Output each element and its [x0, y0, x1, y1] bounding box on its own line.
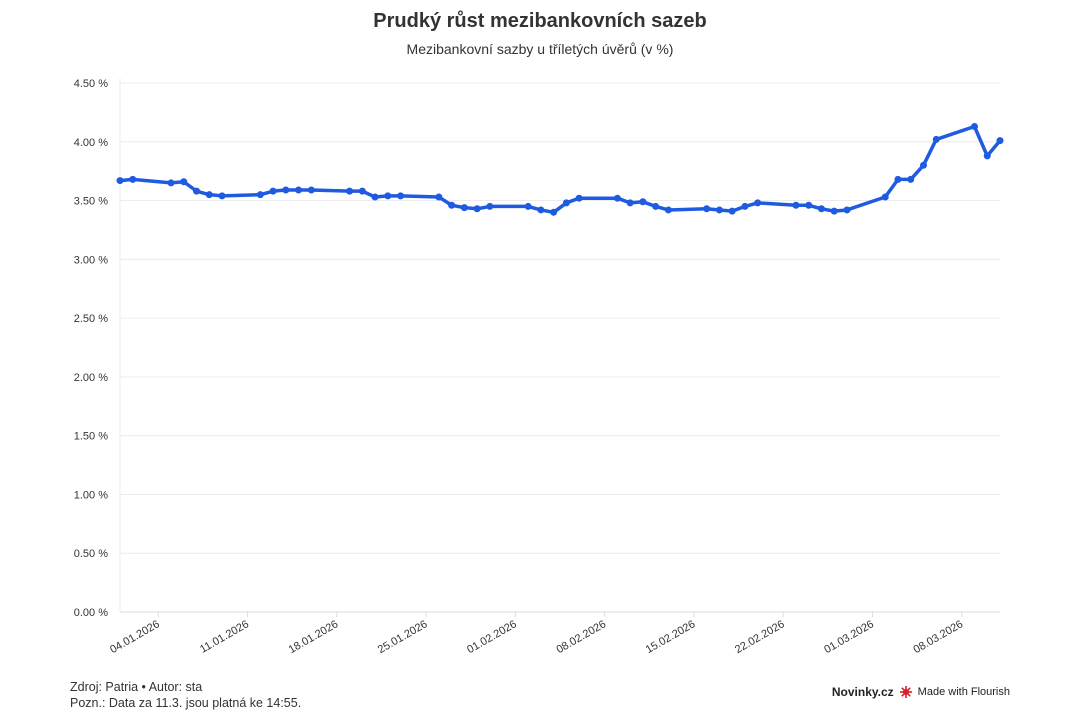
x-tick-label: 18.01.2026 — [287, 618, 341, 656]
y-tick-label: 1.50 % — [74, 431, 108, 443]
data-point — [256, 191, 264, 199]
novinky-logo[interactable]: Novinky.cz — [831, 685, 894, 699]
x-tick-label: 22.02.2026 — [733, 618, 787, 656]
data-point — [205, 191, 213, 199]
data-point — [626, 199, 634, 207]
data-point — [805, 201, 813, 209]
data-point — [282, 186, 290, 194]
data-point — [919, 161, 927, 169]
data-point — [715, 206, 723, 214]
data-point — [996, 137, 1004, 145]
brand-area: Novinky.cz Made with Flourish — [832, 685, 1010, 699]
chart-title: Prudký růst mezibankovních sazeb — [373, 10, 707, 32]
x-tick-label: 01.02.2026 — [465, 618, 519, 656]
y-tick-label: 3.00 % — [74, 254, 108, 266]
data-point — [524, 202, 532, 210]
data-point — [894, 175, 902, 183]
data-point — [613, 194, 621, 202]
y-tick-label: 4.00 % — [74, 137, 108, 149]
data-point — [295, 186, 303, 194]
made-with-flourish-link[interactable]: Made with Flourish — [917, 686, 1010, 698]
data-point — [358, 187, 366, 195]
y-tick-label: 0.00 % — [74, 607, 108, 619]
data-point — [218, 192, 226, 200]
data-point — [754, 199, 762, 207]
data-point — [741, 202, 749, 210]
data-point — [537, 206, 545, 214]
data-point — [397, 192, 405, 200]
data-point — [562, 199, 570, 207]
chart-subtitle: Mezibankovní sazby u tříletých úvěrů (v … — [406, 41, 674, 57]
x-tick-label: 11.01.2026 — [198, 618, 251, 656]
x-tick-label: 15.02.2026 — [644, 618, 698, 656]
source-note: Zdroj: Patria • Autor: sta — [70, 680, 203, 694]
data-note: Pozn.: Data za 11.3. jsou platná ke 14:5… — [70, 696, 302, 710]
data-point — [932, 135, 940, 143]
data-point — [652, 202, 660, 210]
y-tick-label: 0.50 % — [74, 548, 108, 560]
data-point — [193, 187, 201, 195]
data-point — [843, 206, 851, 214]
data-point — [346, 187, 354, 195]
data-point — [907, 175, 915, 183]
data-point — [180, 178, 188, 186]
series-line — [118, 124, 1002, 215]
data-point — [129, 175, 137, 183]
data-point — [269, 187, 277, 195]
data-point — [881, 193, 889, 201]
data-point — [575, 194, 583, 202]
data-point — [116, 177, 124, 185]
data-point — [384, 192, 392, 200]
flourish-icon — [899, 686, 912, 698]
x-tick-label: 08.03.2026 — [912, 618, 966, 656]
x-tick-label: 08.02.2026 — [554, 618, 608, 656]
y-tick-label: 1.00 % — [74, 489, 108, 501]
data-point — [830, 207, 838, 215]
y-tick-label: 4.50 % — [74, 78, 108, 90]
data-point — [792, 201, 800, 209]
data-point — [639, 198, 647, 206]
x-tick-label: 04.01.2026 — [108, 618, 162, 656]
y-tick-label: 2.00 % — [74, 372, 108, 384]
data-point — [460, 204, 468, 212]
x-tick-label: 25.01.2026 — [376, 618, 430, 656]
data-point — [664, 206, 672, 214]
data-point — [486, 202, 494, 210]
data-point — [970, 122, 978, 130]
data-point — [983, 152, 991, 160]
data-point — [550, 208, 558, 216]
data-point — [703, 205, 711, 213]
line-chart: 0.00 % 0.50 % 1.00 % 1.50 % 2.00 % 2.50 % 3.00… — [74, 78, 1004, 656]
data-point — [817, 205, 825, 213]
data-point — [307, 186, 315, 194]
y-tick-label: 3.50 % — [74, 196, 108, 208]
data-point — [728, 207, 736, 215]
data-point — [371, 193, 379, 201]
data-point — [473, 205, 481, 213]
y-tick-label: 2.50 % — [74, 313, 108, 325]
data-point — [167, 179, 175, 187]
data-point — [435, 193, 443, 201]
data-point — [448, 201, 456, 209]
x-tick-label: 01.03.2026 — [822, 618, 876, 656]
